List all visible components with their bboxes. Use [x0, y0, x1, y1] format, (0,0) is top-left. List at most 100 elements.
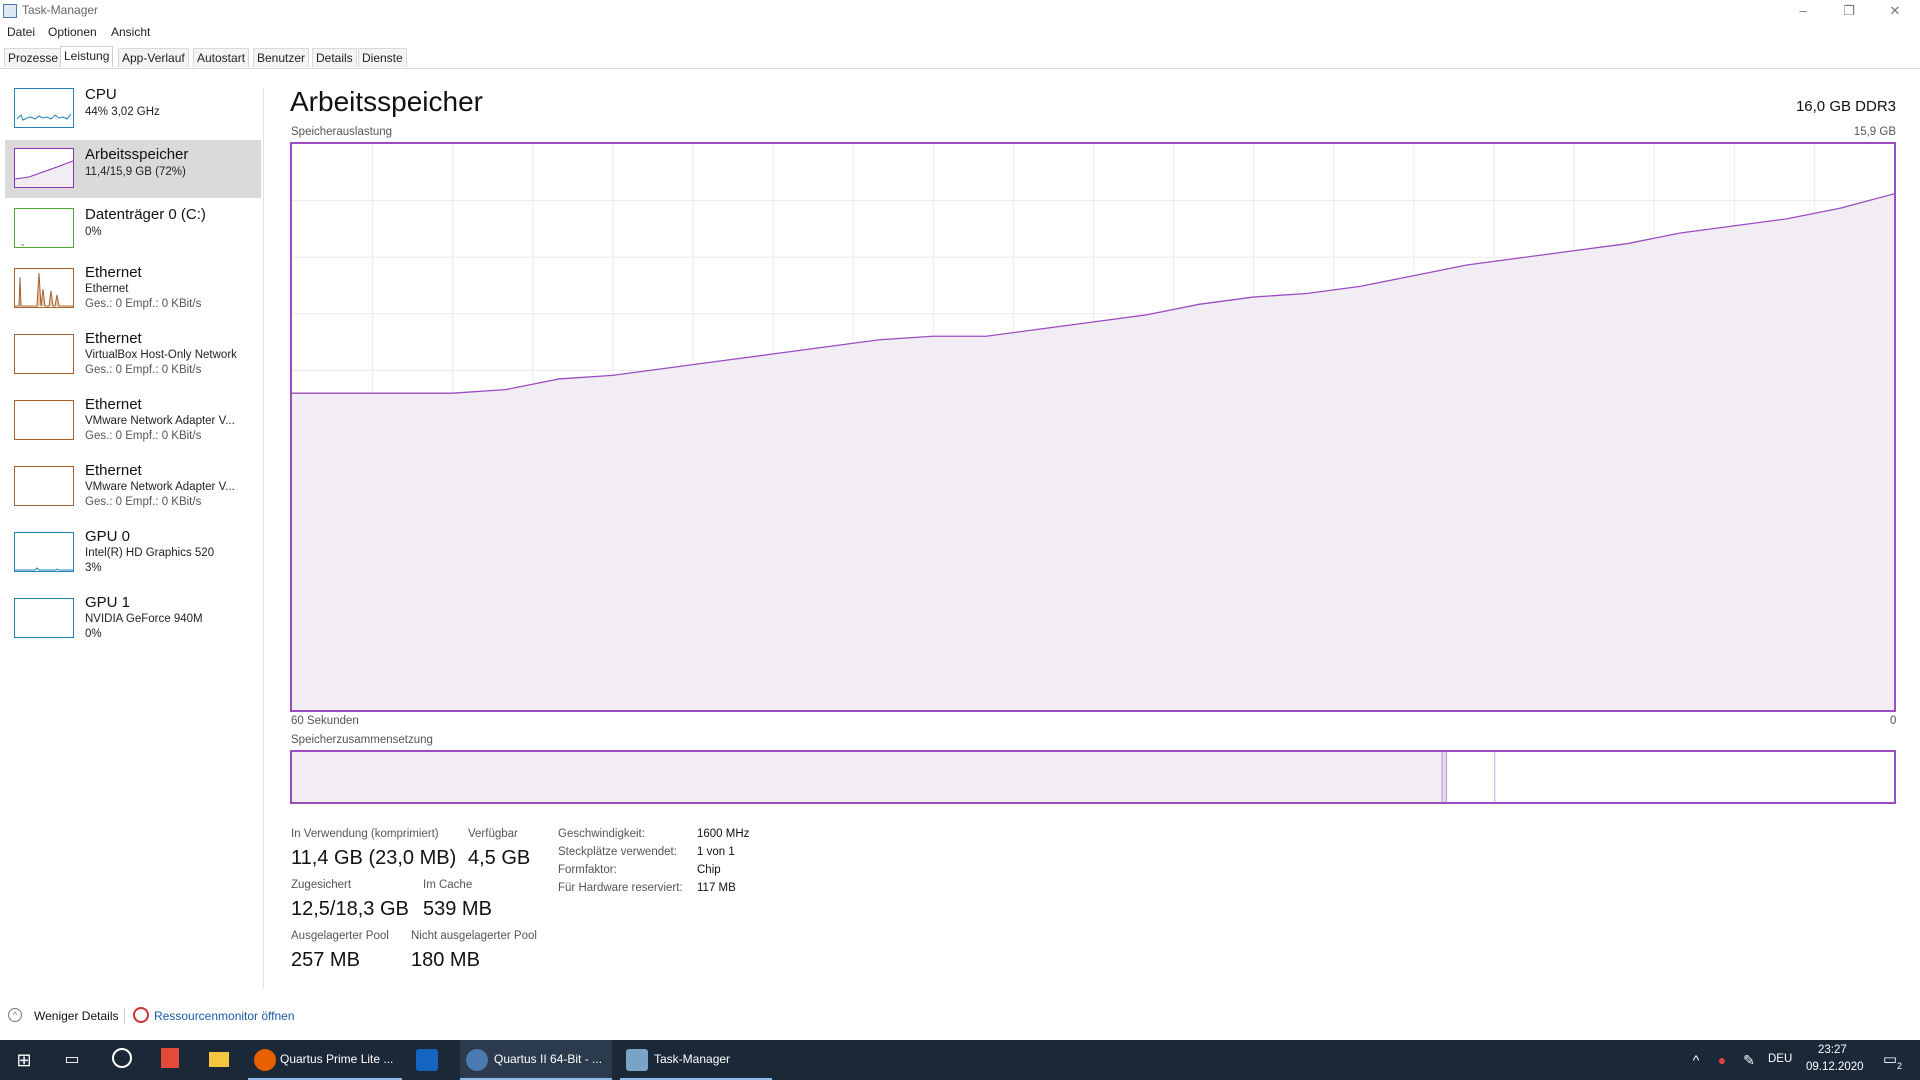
- sidebar-item-memory[interactable]: Arbeitsspeicher 11,4/15,9 GB (72%): [5, 140, 261, 198]
- menu-view[interactable]: Ansicht: [111, 25, 151, 39]
- resource-monitor-link[interactable]: Ressourcenmonitor öffnen: [154, 1009, 295, 1023]
- tab-performance[interactable]: Leistung: [60, 46, 114, 67]
- file-explorer-icon[interactable]: [207, 1048, 231, 1072]
- maximize-button[interactable]: ❐: [1843, 3, 1855, 18]
- tab-startup[interactable]: Autostart: [193, 48, 250, 67]
- taskbar-app-label: Quartus II 64-Bit - ...: [494, 1052, 603, 1066]
- paged-pool-value: 257 MB: [291, 949, 360, 971]
- sidebar-item-line1: 11,4/15,9 GB (72%): [85, 166, 186, 178]
- sidebar-item-ethernet-1[interactable]: Ethernet Ethernet Ges.: 0 Empf.: 0 KBit/…: [5, 262, 261, 326]
- memory-thumbnail: [14, 148, 74, 188]
- composition-segment-modified[interactable]: [1442, 752, 1448, 802]
- in-use-value: 11,4 GB (23,0 MB): [291, 847, 457, 869]
- sidebar-item-line1: 44% 3,02 GHz: [85, 106, 160, 118]
- cached-label: Im Cache: [423, 879, 473, 891]
- taskbar-app-outlook[interactable]: [410, 1040, 452, 1080]
- form-factor-value: Chip: [697, 864, 721, 876]
- sidebar-item-line2: Ges.: 0 Empf.: 0 KBit/s: [85, 364, 202, 376]
- composition-segment-free[interactable]: [1495, 752, 1894, 802]
- sidebar-item-line2: Ges.: 0 Empf.: 0 KBit/s: [85, 496, 202, 508]
- sidebar-item-gpu-0[interactable]: GPU 0 Intel(R) HD Graphics 520 3%: [5, 526, 261, 590]
- speed-key: Geschwindigkeit:: [558, 828, 645, 840]
- sidebar-item-gpu-1[interactable]: GPU 1 NVIDIA GeForce 940M 0%: [5, 592, 261, 656]
- ethernet-thumbnail: [14, 400, 74, 440]
- clock-time[interactable]: 23:27: [1818, 1044, 1847, 1056]
- time-axis-right: 0: [1890, 715, 1897, 727]
- chevron-up-icon[interactable]: ^: [8, 1008, 22, 1022]
- task-view-icon[interactable]: ▭: [64, 1051, 80, 1068]
- paged-pool-label: Ausgelagerter Pool: [291, 930, 389, 942]
- sidebar-item-title: Arbeitsspeicher: [85, 146, 189, 163]
- sidebar-item-line2: 3%: [85, 562, 102, 574]
- available-value: 4,5 GB: [468, 847, 531, 869]
- whatsapp-icon[interactable]: [110, 1048, 134, 1072]
- todo-icon[interactable]: [158, 1048, 182, 1072]
- sidebar-item-title: Ethernet: [85, 264, 142, 281]
- cached-value: 539 MB: [423, 898, 492, 920]
- ethernet-thumbnail: [14, 268, 74, 308]
- menu-options[interactable]: Optionen: [48, 25, 97, 39]
- sidebar-item-ethernet-3[interactable]: Ethernet VMware Network Adapter V... Ges…: [5, 394, 261, 458]
- windows-start-icon[interactable]: ⊞: [16, 1050, 32, 1070]
- pen-icon[interactable]: ✎: [1743, 1052, 1755, 1068]
- sidebar-item-title: CPU: [85, 86, 117, 103]
- sidebar-item-line1: VMware Network Adapter V...: [85, 481, 235, 493]
- sidebar-item-title: GPU 1: [85, 594, 131, 611]
- taskbar-app-firefox[interactable]: Quartus Prime Lite ...: [248, 1040, 402, 1080]
- taskbar: ⊞ ▭ Quartus Prime Lite ... Quartus II 64…: [0, 1040, 1920, 1080]
- slots-key: Steckplätze verwendet:: [558, 846, 677, 858]
- sidebar-item-line2: Ges.: 0 Empf.: 0 KBit/s: [85, 298, 202, 310]
- taskbar-running-indicator: [460, 1078, 612, 1080]
- taskbar-app-quartus[interactable]: Quartus II 64-Bit - ...: [460, 1040, 612, 1080]
- gpu-thumbnail: [14, 598, 74, 638]
- sidebar-item-ethernet-4[interactable]: Ethernet VMware Network Adapter V... Ges…: [5, 460, 261, 524]
- menu-file[interactable]: Datei: [7, 25, 36, 39]
- taskbar-running-indicator: [620, 1078, 772, 1080]
- minimize-button[interactable]: –: [1799, 3, 1807, 18]
- time-axis-left: 60 Sekunden: [291, 715, 359, 727]
- task-manager-icon: [626, 1049, 648, 1071]
- memory-composition-bar: [290, 750, 1896, 804]
- taskbar-running-indicator: [248, 1078, 402, 1080]
- tab-bar: Prozesse Leistung App-Verlauf Autostart …: [0, 46, 1920, 69]
- sidebar-item-title: Ethernet: [85, 462, 142, 479]
- tray-overflow-icon[interactable]: ^: [1692, 1052, 1700, 1068]
- form-factor-key: Formfaktor:: [558, 864, 617, 876]
- tab-app-history[interactable]: App-Verlauf: [118, 48, 189, 67]
- resource-monitor-icon[interactable]: [133, 1007, 149, 1023]
- taskbar-app-task-manager[interactable]: Task-Manager: [620, 1040, 772, 1080]
- usage-chart-svg: [291, 144, 1895, 710]
- notification-icon[interactable]: ▭: [1882, 1051, 1898, 1068]
- tray-app-icon[interactable]: ●: [1717, 1052, 1727, 1068]
- tab-services[interactable]: Dienste: [358, 48, 407, 67]
- hw-reserved-value: 117 MB: [697, 882, 736, 894]
- composition-segment-in-use[interactable]: [292, 752, 1443, 802]
- sidebar-item-cpu[interactable]: CPU 44% 3,02 GHz: [5, 80, 261, 138]
- nonpaged-pool-value: 180 MB: [411, 949, 480, 971]
- sidebar-item-ethernet-2[interactable]: Ethernet VirtualBox Host-Only Network Ge…: [5, 328, 261, 392]
- usage-label: Speicherauslastung: [291, 126, 393, 138]
- language-indicator[interactable]: DEU: [1768, 1053, 1793, 1065]
- sidebar-divider: [263, 88, 264, 988]
- sidebar-item-disk[interactable]: Datenträger 0 (C:) 0%: [5, 200, 261, 258]
- slots-value: 1 von 1: [697, 846, 735, 858]
- sidebar-item-title: GPU 0: [85, 528, 131, 545]
- close-button[interactable]: ✕: [1889, 3, 1901, 18]
- gpu-thumbnail: [14, 532, 74, 572]
- taskbar-app-label: Quartus Prime Lite ...: [280, 1052, 394, 1066]
- footer: ^ Weniger Details Ressourcenmonitor öffn…: [0, 1000, 1920, 1030]
- window-title: Task-Manager: [22, 3, 99, 17]
- sidebar-item-line2: 0%: [85, 628, 102, 640]
- taskbar-app-label: Task-Manager: [654, 1052, 731, 1066]
- available-label: Verfügbar: [468, 828, 518, 840]
- sidebar-item-line1: NVIDIA GeForce 940M: [85, 613, 203, 625]
- fewer-details-link[interactable]: Weniger Details: [34, 1009, 119, 1023]
- tab-users[interactable]: Benutzer: [253, 48, 310, 67]
- tab-details[interactable]: Details: [312, 48, 357, 67]
- tab-processes[interactable]: Prozesse: [4, 48, 63, 67]
- page-title: Arbeitsspeicher: [290, 86, 483, 117]
- sidebar-item-title: Ethernet: [85, 396, 142, 413]
- sidebar-item-title: Datenträger 0 (C:): [85, 206, 206, 223]
- clock-date[interactable]: 09.12.2020: [1806, 1061, 1864, 1073]
- composition-segment-standby[interactable]: [1447, 752, 1496, 802]
